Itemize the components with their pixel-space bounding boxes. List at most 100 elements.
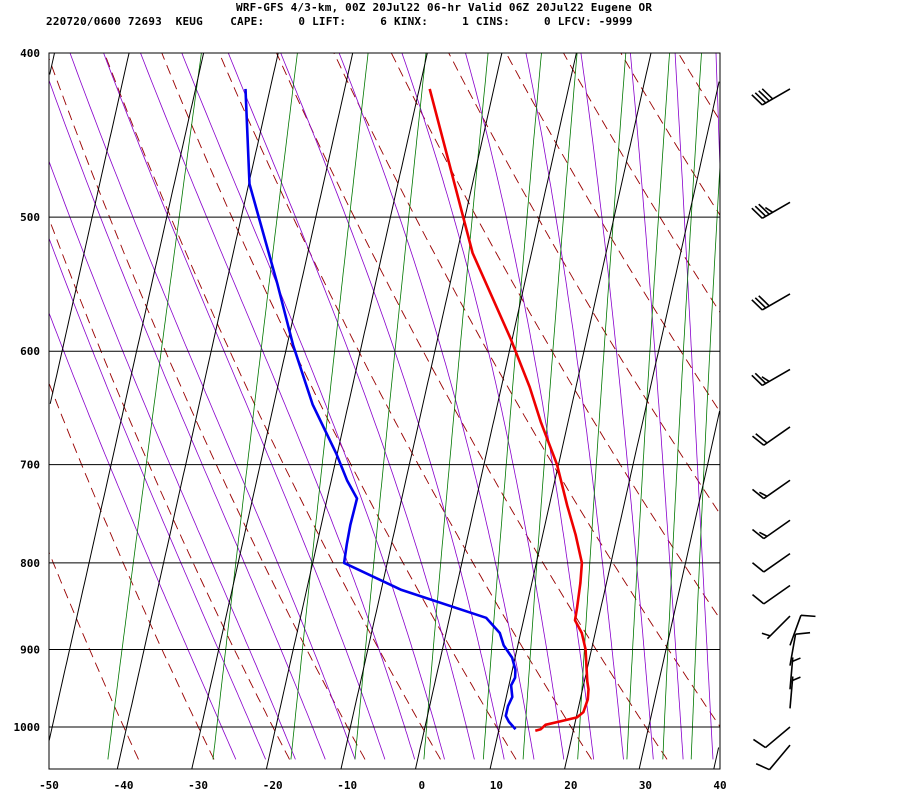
wind-barb [751,368,791,387]
wind-barb-feather [761,632,771,637]
moist-adiabat [49,79,326,760]
wind-barb-feather [754,297,767,309]
wind-barb-feather [752,738,766,749]
y-tick-label: 800 [20,557,40,570]
moist-adiabat [280,53,505,760]
wind-barb-shaft [763,479,791,500]
isotherm [340,52,503,770]
moist-adiabat [103,53,386,760]
x-tick-label: 0 [418,779,425,792]
sounding-traces [244,88,590,732]
dry-adiabat [787,44,900,760]
x-tick-label: 40 [713,779,726,792]
wind-barb-shaft [761,201,791,219]
wind-barb-shaft [763,426,791,446]
station-indices-line: 220720/0600 72693 KEUG CAPE: 0 LIFT: 6 K… [46,15,633,28]
dry-adiabat [161,53,517,760]
dry-adiabat [562,53,720,314]
wind-barb [789,676,801,709]
wind-barb [755,744,791,771]
moist-adiabat [525,53,624,760]
dry-adiabat [49,551,139,760]
y-tick-label: 400 [20,47,40,60]
x-tick-label: 30 [639,779,652,792]
wind-barb-shaft [789,676,794,709]
wind-barb-shaft [761,368,791,387]
wind-barb [789,614,816,646]
wind-barb-shaft [764,726,791,749]
dry-adiabat [49,217,290,760]
wind-barb [751,426,791,446]
mixing-ratio-line [354,53,427,760]
x-tick-label: -40 [114,779,134,792]
isotherm [638,410,721,770]
wind-barb-feather [751,374,763,386]
wind-barb [751,552,791,573]
x-tick-label: -30 [188,779,208,792]
y-tick-label: 500 [20,211,40,224]
wind-barb-shaft [789,634,797,666]
moist-adiabat [674,53,714,760]
mixing-ratio-line [290,53,369,760]
moist-adiabat [401,53,565,760]
moist-adiabat [49,237,266,760]
wind-barb-feather [792,676,801,682]
dewpoint-trace [244,88,517,731]
wind-barb [761,615,791,640]
wind-barb-feather [800,614,816,618]
dry-adiabat [448,53,720,515]
wind-barb [751,293,791,311]
wind-barb-shaft [761,293,791,311]
wind-barb-shaft [766,615,791,640]
x-tick-label: 10 [490,779,503,792]
moist-adiabat [49,311,237,760]
wind-barb-feather [754,372,767,384]
isotherm [265,52,428,770]
wind-barb-shaft [768,744,791,771]
moist-adiabat [754,44,773,760]
wind-barb-feather [758,295,770,307]
dry-adiabat [49,382,215,760]
mixing-ratio-line [662,53,702,760]
moist-adiabat [140,53,416,760]
isotherm [713,747,720,770]
wind-barb-feather [751,594,765,605]
y-tick-label: 900 [20,643,40,656]
wind-barb-shaft [763,519,791,540]
wind-barbs [751,88,816,771]
mixing-ratio-line [690,158,720,760]
mixing-ratio-line [212,53,298,760]
isotherm [415,52,577,770]
wind-barb-feather [751,207,763,219]
moist-adiabat [338,53,535,760]
y-tick-label: 600 [20,345,40,358]
chart-title: WRF-GFS 4/3-km, 00Z 20Jul22 06-hr Valid … [236,1,653,14]
wind-barb-feather [751,488,765,500]
wind-barb-shaft [789,657,794,690]
dry-adiabat [390,53,720,620]
wind-barb-feather [751,299,763,311]
x-tick-label: 20 [564,779,577,792]
wind-barb-feather [758,203,770,215]
dry-adiabat [505,53,720,413]
wind-barb-feather [764,206,774,213]
wind-barb-feather [751,435,765,446]
wind-barb-feather [751,562,765,573]
wind-barb-feather [755,433,768,444]
dry-adiabat [333,53,720,728]
background-lines [49,44,900,760]
mixing-ratio-line [107,53,202,760]
isotherm-isobar-grid [48,52,721,770]
isotherm [49,52,130,404]
x-tick-label: -50 [39,779,59,792]
plot-frame [48,52,721,770]
wind-barb [751,88,791,106]
wind-barb-feather [761,376,770,383]
mixing-ratio-line [626,53,671,760]
dry-adiabat [103,53,441,760]
wind-barb-feather [792,657,801,663]
dry-adiabat [730,44,900,760]
wind-barb-shaft [761,88,791,106]
isotherm [49,52,55,75]
y-tick-label: 1000 [14,721,41,734]
